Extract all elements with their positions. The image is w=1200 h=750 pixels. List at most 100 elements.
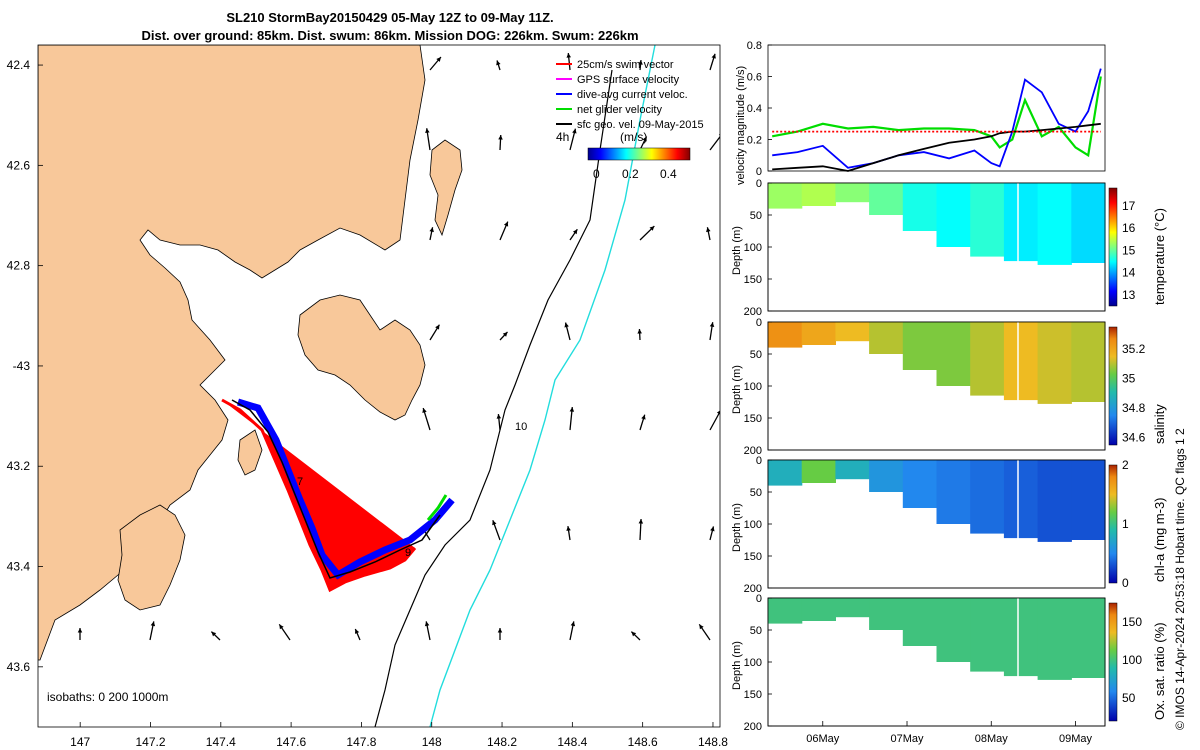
map-x-tick-label: 148.4 <box>557 735 587 749</box>
current-arrow-head <box>354 628 360 634</box>
section-data-column <box>835 460 870 480</box>
isobath-200m <box>374 69 613 727</box>
map-y-tick-label: 42.4 <box>7 58 31 72</box>
map-x-tick-label: 147.2 <box>135 735 165 749</box>
current-arrow-head <box>711 53 716 59</box>
section-colorbar <box>1108 326 1118 446</box>
section-data-column <box>768 460 803 486</box>
isobath-1000m <box>429 45 656 727</box>
section-data-column <box>1071 598 1106 678</box>
section-data-column <box>902 460 938 508</box>
section-y-tick-label: 50 <box>750 625 762 637</box>
section-data-column <box>1003 183 1039 262</box>
legend-label: 25cm/s swim vector <box>577 59 674 71</box>
section-data-column <box>835 598 870 618</box>
current-arrow-head <box>150 621 156 627</box>
current-arrow-head <box>709 322 715 327</box>
section-data-column <box>936 460 971 524</box>
net-glider-velocity-track <box>426 494 448 521</box>
colorbar-tick-label: 35 <box>1122 372 1136 386</box>
current-arrow-head <box>497 628 503 633</box>
current-arrow-head <box>564 322 569 328</box>
section-panel: 0 50 100 150 200 Depth (m) 0 1 2 chl-a (mg m-3) <box>731 455 1167 595</box>
section-y-tick-label: 50 <box>750 349 762 361</box>
colorbar-tick-label: 16 <box>1122 221 1136 235</box>
plot-title-line2: Dist. over ground: 85km. Dist. swum: 86k… <box>141 28 639 43</box>
current-arrow-head <box>638 519 644 524</box>
section-y-tick-label: 100 <box>744 519 762 531</box>
time-tick-label: 08May <box>975 733 1009 745</box>
section-panel: 0 50 100 150 200 Depth (m) 34.6 34.8 35 35.2 salin… <box>731 317 1167 457</box>
current-arrow-head <box>77 628 83 633</box>
colorbar-tick-label: 34.8 <box>1122 401 1146 415</box>
map-legend: 25cm/s swim vector GPS surface velocity di… <box>556 59 704 181</box>
section-y-tick-label: 150 <box>744 274 762 286</box>
map-x-tick-label: 148.2 <box>487 735 517 749</box>
section-data-column <box>1037 322 1072 404</box>
section-colorbar <box>1108 464 1118 584</box>
section-colorbar <box>1108 602 1118 722</box>
section-colorbar <box>1108 187 1118 307</box>
velocity-ylabel: velocity magnitude (m/s) <box>735 66 747 185</box>
colorbar-units: (m/s) <box>620 130 647 144</box>
section-y-tick-label: 200 <box>744 306 762 318</box>
map-y-ticks: 42.4 42.6 42.8 -43 43.2 43.4 43.6 <box>7 58 43 674</box>
swim-vector-track <box>221 398 417 593</box>
section-colorbar-label: temperature (°C) <box>1152 208 1167 305</box>
colorbar-tick-label: 14 <box>1122 266 1136 280</box>
velocity-series <box>771 68 1102 172</box>
colorbar-tick-label: 1 <box>1122 517 1129 531</box>
current-arrow-head <box>631 631 637 637</box>
current-arrow-head <box>424 621 430 627</box>
section-data-column <box>970 183 1005 257</box>
current-arrow-head <box>279 624 284 630</box>
section-data-column <box>1003 598 1039 677</box>
section-data-column <box>768 598 803 624</box>
section-ylabel: Depth (m) <box>731 641 743 690</box>
section-y-tick-label: 0 <box>756 317 762 329</box>
colorbar-tick-label: 2 <box>1122 458 1129 472</box>
velocity-y-ticks: 0 0.2 0.4 0.6 0.8 <box>747 40 772 178</box>
glider-path-line <box>231 399 441 579</box>
current-arrow-head <box>572 229 578 235</box>
section-data-column <box>1003 322 1039 401</box>
section-data-column <box>936 183 971 247</box>
section-y-tick-label: 100 <box>744 381 762 393</box>
section-y-tick-label: 200 <box>744 445 762 457</box>
section-data-column <box>1071 460 1106 540</box>
section-ylabel: Depth (m) <box>731 365 743 414</box>
map-y-tick-label: 43.6 <box>7 660 31 674</box>
map-frame <box>37 44 721 728</box>
velocity-y-tick-label: 0.2 <box>747 135 762 147</box>
colorbar-tick-label: 15 <box>1122 243 1136 257</box>
current-arrow-head <box>638 60 643 65</box>
section-colorbar-label: chl-a (mg m-3) <box>1152 497 1167 582</box>
colorbar-tick-label: 17 <box>1122 199 1136 213</box>
time-tick-label: 09May <box>1059 733 1093 745</box>
current-arrow-head <box>502 331 508 337</box>
current-arrow-head <box>572 128 577 134</box>
map-x-tick-label: 148 <box>422 735 442 749</box>
section-data-column <box>1071 322 1106 402</box>
current-arrow-head <box>566 53 572 58</box>
section-data-column <box>835 183 870 203</box>
section-data-column <box>936 598 971 662</box>
section-y-tick-label: 100 <box>744 657 762 669</box>
map-y-tick-label: 42.8 <box>7 259 31 273</box>
section-colorbar-label: Ox. sat. ratio (%) <box>1152 622 1167 720</box>
section-data-column <box>801 598 836 621</box>
section-data-column <box>970 322 1005 396</box>
land-maria-island <box>429 139 463 237</box>
section-data-column <box>1003 460 1039 539</box>
current-arrow-head <box>425 128 430 133</box>
section-y-tick-label: 200 <box>744 721 762 733</box>
section-y-tick-label: 50 <box>750 210 762 222</box>
map-x-tick-label: 147.8 <box>346 735 376 749</box>
current-arrow-head <box>642 136 647 142</box>
section-y-tick-label: 0 <box>756 178 762 190</box>
current-arrow-head <box>716 410 720 415</box>
section-y-tick-label: 50 <box>750 487 762 499</box>
colorbar-tick-label: 35.2 <box>1122 342 1146 356</box>
velocity-axes <box>767 44 1106 172</box>
